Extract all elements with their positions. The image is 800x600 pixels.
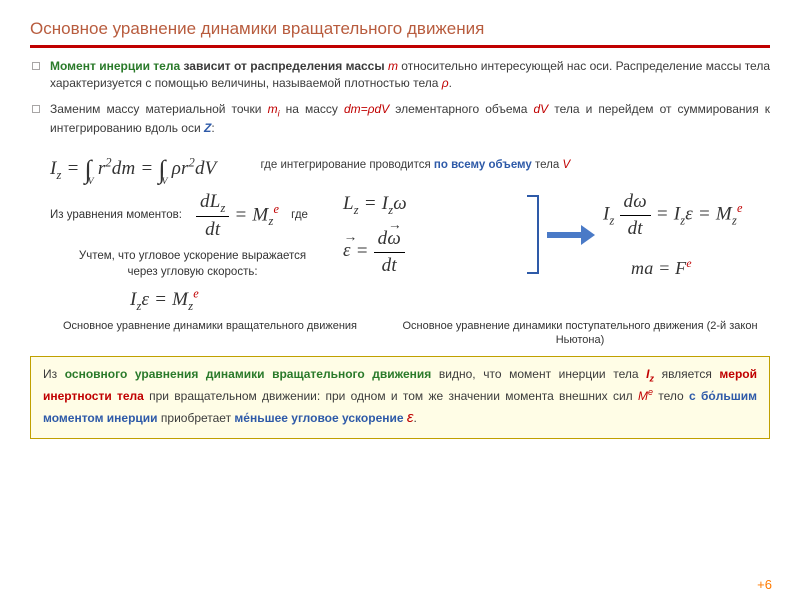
rotational-caption: Основное уравнение динамики вращательног… xyxy=(30,319,390,348)
page-number: +6 xyxy=(757,576,772,594)
epsilon-equation: ε = dωdt xyxy=(343,226,405,278)
captions-row: Основное уравнение динамики вращательног… xyxy=(30,319,770,348)
derivation-block: Из уравнения моментов: dLzdt = Mze где У… xyxy=(50,189,770,280)
arrow-icon xyxy=(547,225,595,245)
moments-equation: dLzdt = Mze xyxy=(196,189,279,243)
rotational-equation: Izε = Mze xyxy=(130,289,199,310)
bracket-icon xyxy=(525,189,539,280)
bullet-marker-icon xyxy=(32,105,40,113)
translational-caption: Основное уравнение динамики поступательн… xyxy=(390,319,770,348)
bullet-list: Момент инерции тела зависит от распредел… xyxy=(30,58,770,138)
bullet-item: Заменим массу материальной точки mi на м… xyxy=(30,101,770,138)
bullet-text: Момент инерции тела зависит от распредел… xyxy=(50,58,770,93)
slide-title: Основное уравнение динамики вращательног… xyxy=(30,18,770,41)
integral-note: где интегрирование проводится по всему о… xyxy=(261,158,571,174)
moments-label: Из уравнения моментов: xyxy=(50,208,182,224)
angular-accel-label: Учтем, что угловое ускорение выражается … xyxy=(50,249,335,280)
integral-equation: Iz = ∫Vr2dm = ∫Vρr2dV xyxy=(50,148,217,183)
newton-equation: ma = Fe xyxy=(631,256,770,280)
bullet-marker-icon xyxy=(32,62,40,70)
title-rule xyxy=(30,45,770,48)
summary-box: Из основного уравнения динамики вращател… xyxy=(30,356,770,440)
where-label: где xyxy=(291,208,308,224)
bullet-text: Заменим массу материальной точки mi на м… xyxy=(50,101,770,138)
bullet-item: Момент инерции тела зависит от распредел… xyxy=(30,58,770,93)
result-equation: Iz dωdt = Izε = Mze xyxy=(603,189,770,241)
lz-equation: Lz = Izω xyxy=(343,191,407,218)
integral-equation-row: Iz = ∫Vr2dm = ∫Vρr2dV где интегрирование… xyxy=(50,148,770,183)
